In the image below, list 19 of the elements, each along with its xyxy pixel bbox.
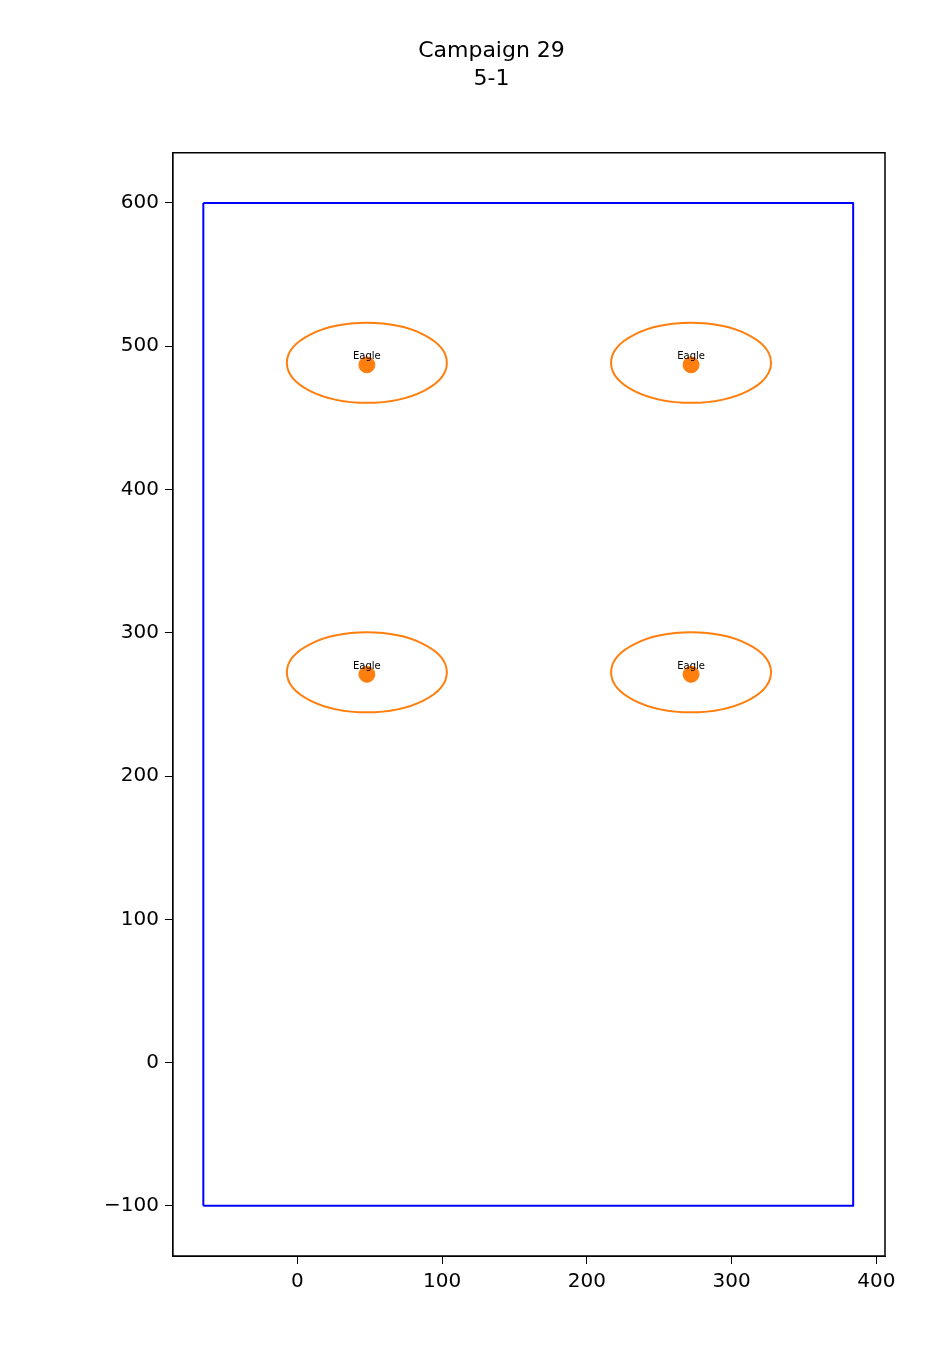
chart-title: Campaign 29	[418, 36, 565, 62]
data-label: Eagle	[677, 659, 705, 671]
data-label: Eagle	[353, 659, 381, 671]
data-label: Eagle	[353, 350, 381, 362]
y-tick-label: 200	[120, 762, 159, 787]
chart-subtitle: 5-1	[473, 65, 510, 91]
y-tick-label: 0	[146, 1048, 159, 1073]
x-tick-label: 400	[857, 1268, 896, 1293]
y-tick-label: 500	[120, 332, 159, 357]
x-tick-label: 0	[291, 1268, 304, 1293]
x-tick-label: 300	[712, 1268, 751, 1293]
y-tick-label: 600	[120, 189, 159, 214]
data-label: Eagle	[677, 350, 705, 362]
y-tick-label: 300	[120, 618, 159, 643]
x-tick-label: 100	[423, 1268, 462, 1293]
y-tick-label: −100	[103, 1192, 159, 1217]
y-tick-label: 400	[120, 475, 159, 500]
y-tick-label: 100	[120, 905, 159, 930]
x-tick-label: 200	[567, 1268, 606, 1293]
